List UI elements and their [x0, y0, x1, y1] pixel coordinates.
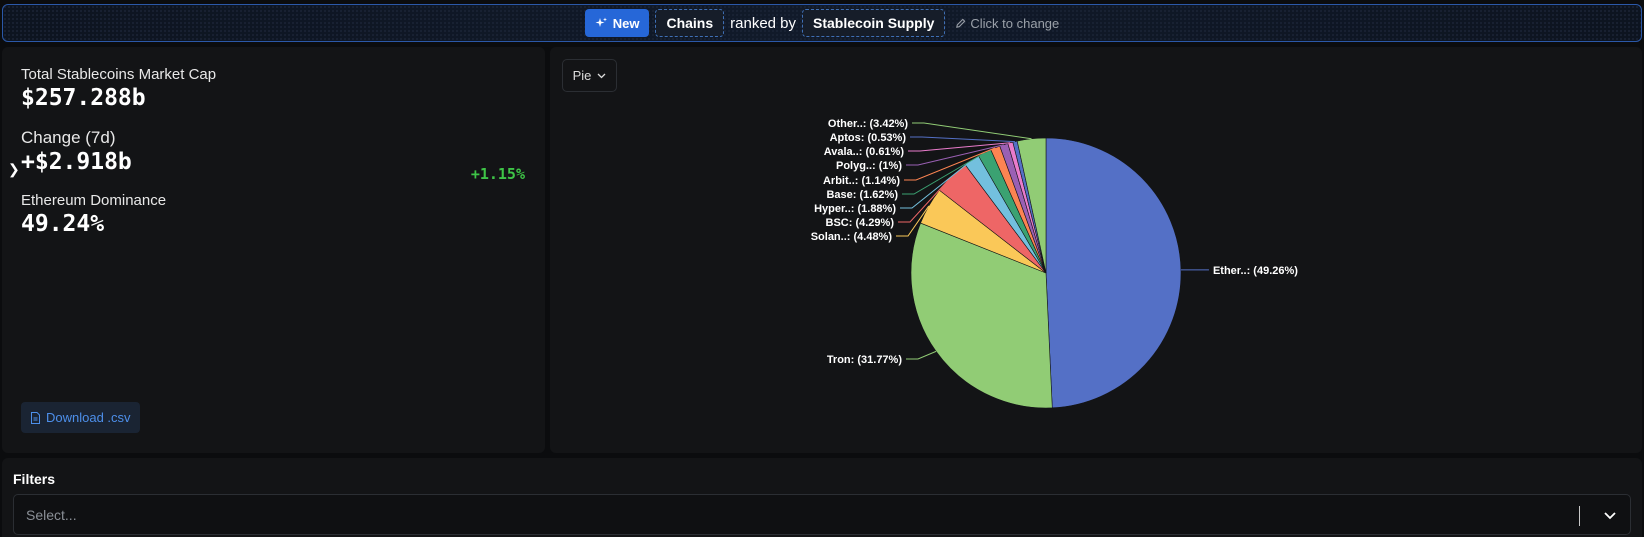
filters-divider — [1579, 506, 1580, 526]
pie-label: Tron: (31.77%) — [827, 354, 903, 366]
pie-label: Aptos: (0.53%) — [830, 132, 907, 144]
pie-leader-line — [904, 147, 996, 181]
pie-label: Base: (1.62%) — [826, 189, 898, 201]
pie-label: Polyg..: (1%) — [836, 160, 902, 172]
pie-leader-line — [900, 159, 973, 209]
download-csv-label: Download .csv — [46, 410, 131, 425]
ranked-by-text: ranked by — [730, 14, 797, 32]
pie-leader-line — [906, 144, 1004, 166]
pie-label: Ether..: (49.26%) — [1213, 265, 1298, 277]
market-cap-value: $257.288b — [21, 85, 146, 111]
sparkle-icon — [595, 17, 607, 27]
pie-leader-line — [912, 122, 1032, 140]
dominance-label: Ethereum Dominance — [21, 192, 167, 209]
pie-leader-line — [896, 205, 930, 237]
download-csv-button[interactable]: Download .csv — [21, 402, 140, 433]
chart-type-select[interactable]: Pie — [562, 59, 617, 92]
file-icon — [31, 411, 40, 424]
pie-leader-line — [902, 152, 985, 195]
pie-leader-line — [908, 142, 1011, 152]
pie-label: BSC: (4.29%) — [826, 217, 895, 229]
filters-panel: Filters Select... — [2, 458, 1642, 537]
entity-chip[interactable]: Chains — [655, 9, 725, 37]
market-cap-label: Total Stablecoins Market Cap — [21, 66, 217, 83]
pie-label: Other..: (3.42%) — [828, 118, 908, 130]
change-percent: +1.15% — [470, 165, 525, 183]
pie-label: Arbit..: (1.14%) — [823, 175, 900, 187]
filters-placeholder: Select... — [26, 507, 77, 523]
pie-label: Avala..: (0.61%) — [824, 146, 905, 158]
pie-leader-line — [906, 350, 937, 360]
stats-panel: Total Stablecoins Market Cap $257.288b C… — [2, 47, 545, 453]
pie-label: Hyper..: (1.88%) — [814, 203, 896, 215]
pie-chart[interactable]: Ether..: (49.26%) Tron: (31.77%) Solan..: … — [550, 47, 1642, 453]
pie-leader-line — [910, 136, 1016, 143]
metric-chip[interactable]: Stablecoin Supply — [802, 9, 946, 37]
filters-select[interactable]: Select... — [13, 494, 1631, 535]
filters-title: Filters — [13, 471, 56, 487]
dominance-value: 49.24% — [21, 211, 105, 237]
chevron-down-icon[interactable] — [1602, 503, 1618, 527]
chevron-down-icon — [597, 73, 606, 78]
click-to-change-hint[interactable]: Click to change — [955, 16, 1059, 31]
new-button[interactable]: New — [584, 9, 650, 37]
chart-panel: Pie Ether..: (49.26%) Tron: (31.77%) Solan… — [550, 47, 1642, 453]
click-to-change-label: Click to change — [970, 15, 1060, 31]
chart-type-value: Pie — [572, 68, 592, 83]
pie-leader-line — [898, 176, 952, 223]
pie-slice[interactable] — [1045, 137, 1182, 409]
new-button-label: New — [612, 15, 640, 31]
chevron-right-icon[interactable]: ❯ — [8, 161, 20, 177]
pie-label: Solan..: (4.48%) — [811, 231, 893, 243]
change-value: +$2.918b — [21, 149, 132, 175]
change-label: Change (7d) — [21, 128, 116, 147]
pie-slice[interactable] — [910, 222, 1053, 409]
top-query-bar: New Chains ranked by Stablecoin Supply C… — [2, 4, 1642, 42]
pencil-icon — [956, 18, 966, 28]
